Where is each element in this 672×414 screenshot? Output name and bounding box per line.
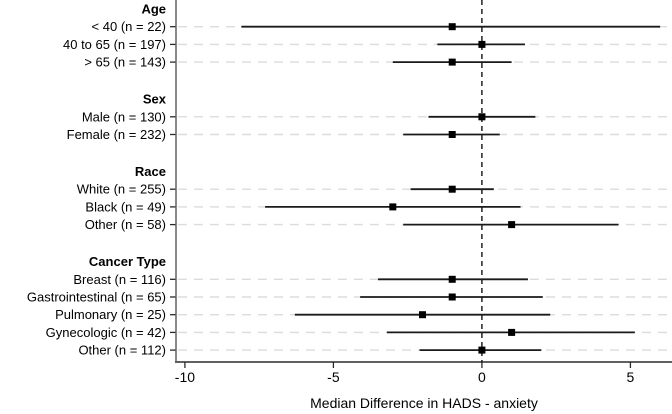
point-marker — [478, 113, 486, 121]
point-marker — [508, 221, 516, 229]
row-label: Black (n = 49) — [85, 199, 166, 214]
group-header: Cancer Type — [89, 254, 166, 269]
point-marker — [448, 275, 456, 283]
point-marker — [448, 293, 456, 301]
row-label: Gastrointestinal (n = 65) — [27, 290, 166, 305]
row-label: Female (n = 232) — [67, 127, 166, 142]
group-header: Race — [135, 164, 166, 179]
group-header: Sex — [143, 92, 167, 107]
row-label: 40 to 65 (n = 197) — [63, 37, 166, 52]
group-header: Age — [141, 2, 166, 17]
x-tick-label: -5 — [327, 369, 340, 385]
x-tick-label: 5 — [627, 369, 635, 385]
row-label: White (n = 255) — [77, 182, 166, 197]
row-label: Other (n = 112) — [78, 343, 166, 358]
row-label: Male (n = 130) — [82, 109, 166, 124]
row-label: Other (n = 58) — [85, 217, 166, 232]
row-label: Pulmonary (n = 25) — [55, 307, 166, 322]
data-layer — [241, 23, 661, 354]
point-marker — [448, 23, 456, 31]
point-marker — [448, 58, 456, 66]
point-marker — [478, 346, 486, 354]
x-tick-label: -10 — [175, 369, 195, 385]
row-label: Gynecologic (n = 42) — [46, 325, 166, 340]
x-tick-label: 0 — [478, 369, 486, 385]
point-marker — [478, 40, 486, 48]
x-axis-title: Median Difference in HADS - anxiety — [310, 395, 538, 411]
point-marker — [508, 328, 516, 336]
row-label: > 65 (n = 143) — [84, 55, 166, 70]
point-marker — [419, 311, 427, 319]
row-label: < 40 (n = 22) — [92, 19, 166, 34]
point-marker — [448, 185, 456, 193]
axis-layer: -10 -5 0 5 — [170, 0, 672, 385]
point-marker — [448, 131, 456, 138]
row-label: Breast (n = 116) — [73, 272, 166, 287]
point-marker — [389, 203, 397, 211]
label-layer: Age < 40 (n = 22) 40 to 65 (n = 197) > 65 (… — [27, 2, 167, 358]
